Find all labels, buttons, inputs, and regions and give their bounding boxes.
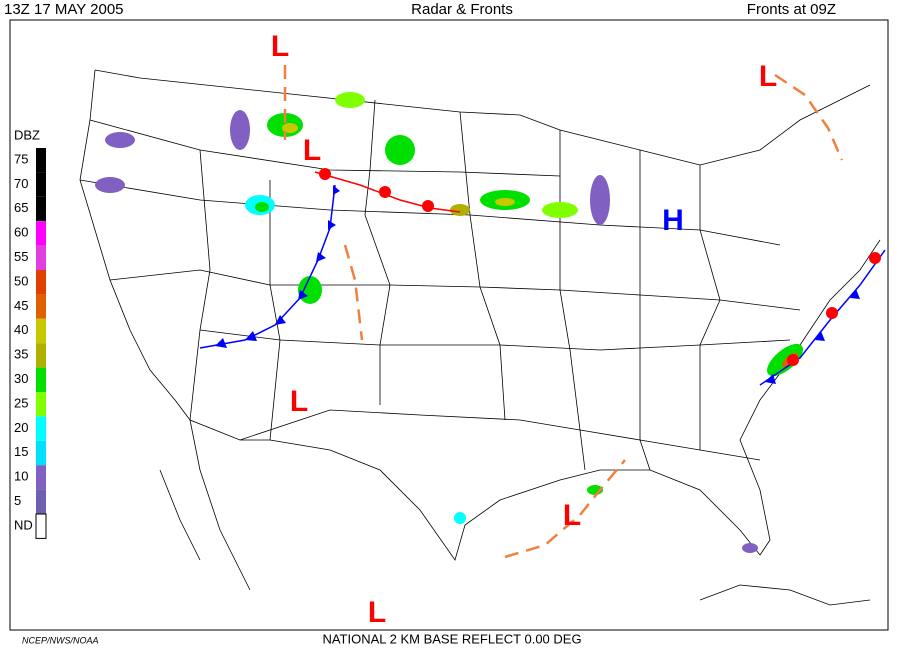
legend-swatch (36, 196, 46, 222)
legend-swatch (36, 440, 46, 466)
pressure-center: L (303, 134, 321, 167)
legend-label: 75 (14, 151, 28, 166)
credit: NCEP/NWS/NOAA (22, 635, 99, 645)
legend-swatch (36, 416, 46, 441)
legend-swatch (36, 343, 46, 368)
legend-swatch (36, 148, 46, 173)
fronts (199, 65, 886, 559)
legend-swatch (36, 294, 46, 319)
map-frame (9, 19, 889, 631)
legend-swatch (36, 270, 46, 295)
legend-label: 40 (14, 322, 28, 337)
header-time: 13Z 17 MAY 2005 (4, 1, 124, 18)
legend-label: 35 (14, 347, 28, 362)
legend-label: 25 (14, 395, 28, 410)
legend-label: 10 (14, 469, 28, 484)
legend-label: 60 (14, 225, 28, 240)
pressure-center: L (759, 60, 777, 93)
legend-swatch (36, 221, 46, 246)
legend-swatch (36, 367, 46, 392)
legend-title: DBZ (14, 127, 40, 142)
legend-swatch (36, 245, 46, 270)
legend-label: 65 (14, 200, 28, 215)
legend-swatch (36, 465, 46, 490)
legend-label: 55 (14, 249, 28, 264)
pressure-centers: L L L H L L L (271, 30, 777, 629)
legend-label: 45 (14, 298, 28, 313)
map-outlines (79, 69, 881, 606)
legend-label: 70 (14, 176, 28, 191)
header-title: Radar & Fronts (411, 1, 513, 18)
pressure-center: L (290, 385, 308, 418)
legend-swatch (36, 318, 46, 344)
legend-swatch (36, 172, 46, 197)
radar-echoes (95, 92, 804, 553)
legend-label: 30 (14, 371, 28, 386)
pressure-center: L (271, 30, 289, 63)
product-label: NATIONAL 2 KM BASE REFLECT 0.00 DEG (322, 631, 581, 646)
legend-label: 15 (14, 444, 28, 459)
pressure-center: L (368, 596, 386, 629)
legend-label: 50 (14, 273, 28, 288)
header-fronts-time: Fronts at 09Z (747, 1, 836, 18)
legend-swatch (36, 489, 46, 514)
pressure-center: L (563, 499, 581, 532)
legend-label: 5 (14, 493, 21, 508)
legend: 75 70 65 60 55 50 45 40 35 30 25 20 15 10 5 ND (14, 148, 47, 539)
legend-swatch (35, 513, 47, 539)
legend-label: ND (14, 517, 33, 532)
pressure-center: H (662, 204, 684, 237)
legend-label: 20 (14, 420, 28, 435)
legend-swatch (36, 392, 46, 417)
